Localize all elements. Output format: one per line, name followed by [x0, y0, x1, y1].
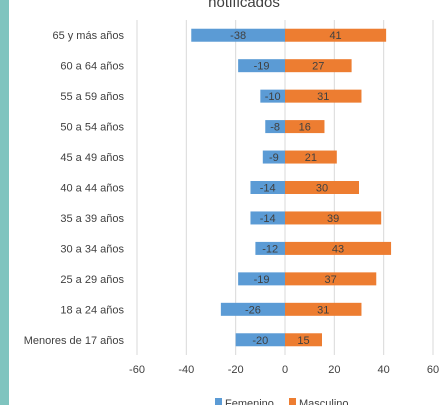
bar	[285, 181, 359, 194]
bar	[191, 28, 285, 42]
bar	[220, 302, 285, 316]
bar	[250, 211, 285, 225]
category-label: 65 y más años	[52, 30, 124, 42]
bar	[285, 211, 382, 225]
category-label: 30 a 34 años	[60, 243, 124, 255]
bar	[285, 333, 322, 347]
bar	[262, 150, 285, 164]
bar	[238, 272, 285, 286]
data-label: 16	[299, 122, 311, 134]
bar	[255, 241, 285, 255]
category-label: 45 a 49 años	[60, 152, 124, 164]
bar	[235, 333, 285, 347]
category-label: 60 a 64 años	[60, 61, 124, 73]
data-label: 43	[332, 243, 344, 255]
data-label: 41	[329, 30, 341, 42]
data-label: -12	[262, 243, 278, 255]
bar	[260, 89, 285, 103]
data-label: 30	[316, 183, 328, 195]
data-label: -19	[254, 274, 270, 286]
x-tick-label: 0	[282, 364, 288, 376]
category-label: 40 a 44 años	[60, 183, 124, 195]
x-tick-label: 40	[378, 364, 390, 376]
bar	[250, 181, 285, 194]
bar	[285, 302, 362, 316]
x-tick-label: 20	[328, 364, 340, 376]
bar	[265, 120, 285, 134]
category-label: 25 a 29 años	[60, 274, 124, 286]
bar	[285, 89, 362, 103]
x-tick-label: -40	[178, 364, 194, 376]
bar	[285, 272, 377, 286]
category-label: Menores de 17 años	[24, 335, 125, 347]
legend-label: Masculino	[299, 398, 349, 405]
data-label: -26	[245, 304, 261, 316]
data-label: -10	[265, 91, 281, 103]
data-label: -8	[270, 122, 280, 134]
data-label: 31	[317, 91, 329, 103]
bar	[238, 59, 285, 73]
category-label: 35 a 39 años	[60, 213, 124, 225]
category-label: 50 a 54 años	[60, 122, 124, 134]
data-label: 15	[297, 335, 309, 347]
data-label: 39	[327, 213, 339, 225]
data-label: -14	[260, 183, 276, 195]
legend-label: Femenino	[225, 398, 274, 405]
legend-swatch	[289, 398, 296, 405]
data-label: -20	[252, 335, 268, 347]
data-label: -19	[254, 61, 270, 73]
bar	[285, 150, 337, 164]
bar	[285, 28, 387, 42]
data-label: -38	[230, 30, 246, 42]
data-label: -9	[269, 152, 279, 164]
legend-swatch	[215, 398, 222, 405]
x-tick-label: 60	[427, 364, 439, 376]
left-accent-strip	[0, 0, 9, 405]
chart-title: notificados	[208, 0, 280, 11]
data-label: 27	[312, 61, 324, 73]
data-label: -14	[260, 213, 276, 225]
bar	[285, 59, 352, 73]
bar	[285, 120, 325, 134]
x-tick-label: -60	[129, 364, 145, 376]
bar	[285, 241, 392, 255]
category-label: 18 a 24 años	[60, 304, 124, 316]
data-label: 31	[317, 304, 329, 316]
x-tick-label: -20	[228, 364, 244, 376]
category-label: 55 a 59 años	[60, 91, 124, 103]
data-label: 21	[305, 152, 317, 164]
data-label: 37	[325, 274, 337, 286]
